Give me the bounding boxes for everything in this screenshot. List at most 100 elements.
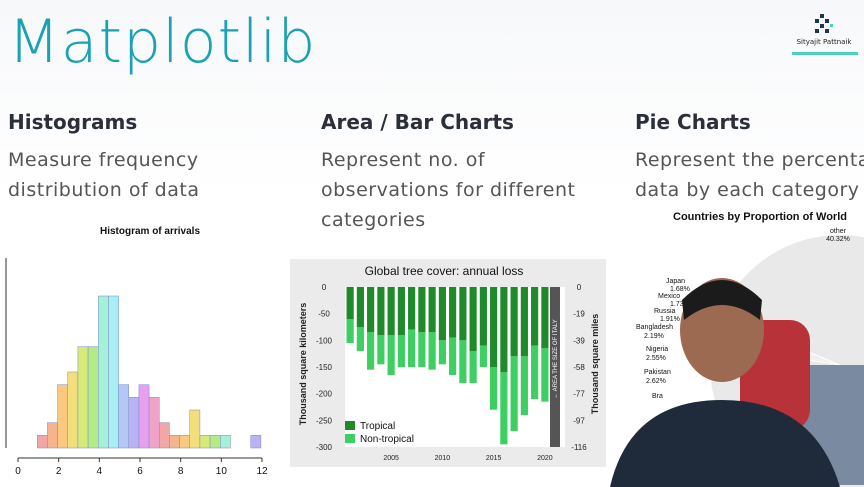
logo-underline [792, 52, 858, 55]
y-tick-label: -300 [316, 443, 333, 452]
bar-tropical [520, 287, 528, 357]
bar-nontropical [346, 319, 354, 343]
bar-tropical [500, 287, 508, 373]
hist-bar [98, 295, 109, 449]
y-axis-label: Thousand square kilometers [298, 303, 308, 426]
x-tick-label: 10 [216, 466, 228, 477]
bar-nontropical [428, 332, 436, 370]
histogram-chart: Histogram of arrivals 0 2 4 6 8 10 12 [5, 226, 268, 477]
bar-tropical [387, 287, 395, 335]
bar-nontropical [356, 327, 364, 351]
bar-nontropical [387, 335, 395, 375]
pie-heading: Pie Charts [635, 110, 751, 134]
legend-label-tropical: Tropical [360, 421, 395, 432]
hist-bar [209, 435, 221, 449]
desc-line: categories [321, 209, 426, 231]
bar-tropical [479, 287, 487, 346]
logo-dots-icon [815, 14, 833, 33]
bar-tropical [346, 287, 354, 319]
pie-pct-bangladesh: 2.19% [644, 333, 664, 340]
desc-line: Represent the percenta [635, 149, 864, 171]
bar-tropical [356, 287, 364, 327]
hist-bar [169, 435, 180, 449]
y-tick-label: 0 [322, 283, 327, 292]
slide-title: Matplotlib [8, 7, 317, 77]
bar-nontropical [520, 356, 528, 415]
pie-pct-nigeria: 2.55% [646, 355, 666, 362]
bar-nontropical [438, 340, 446, 365]
chart-title: Global tree cover: annual loss [365, 264, 524, 278]
pie-pct-japan: 1.68% [670, 286, 690, 293]
legend-label-nontropical: Non-tropical [360, 434, 414, 445]
y-tick-label: -250 [316, 416, 333, 425]
hist-bar [67, 371, 79, 449]
bar-nontropical [408, 329, 416, 367]
y2-tick-label: -116 [571, 443, 587, 452]
italy-annotation-bar [550, 287, 560, 447]
pie-description: Represent the percenta data by each cate… [635, 145, 864, 205]
hist-bar [47, 422, 58, 449]
x-tick-label: 12 [256, 466, 268, 477]
hist-bar [57, 384, 68, 449]
bar-tropical [408, 287, 416, 330]
area-bar-heading: Area / Bar Charts [321, 110, 514, 134]
bar-tropical [418, 287, 426, 333]
bar-nontropical [459, 340, 467, 383]
y-tick-label: -200 [316, 390, 333, 399]
bar-tropical [510, 287, 518, 357]
pie-pct-russia: 1.91% [660, 316, 680, 323]
y-tick-label: -100 [316, 336, 333, 345]
bar-nontropical [469, 351, 477, 383]
legend-swatch-nontropical [345, 434, 355, 443]
presenter-webcam [610, 278, 840, 487]
pie-label-nigeria: Nigeria [646, 346, 668, 353]
desc-line: observations for different [321, 179, 576, 201]
bar-nontropical [500, 372, 508, 445]
pie-label-mexico: Mexico [658, 293, 680, 300]
desc-line: Represent no. of [321, 149, 486, 171]
x-tick-label: 2 [56, 466, 62, 477]
pie-label-other: other [830, 228, 847, 235]
legend-swatch-tropical [345, 421, 355, 430]
bar-tropical [541, 287, 549, 349]
presenter-logo: Sityajit Pattnaik [792, 12, 858, 56]
x-tick-label: 2010 [435, 455, 451, 462]
bar-nontropical [531, 345, 539, 399]
bar-nontropical [418, 332, 426, 367]
x-tick-label: 2005 [383, 455, 399, 462]
bar-tropical [367, 287, 375, 333]
pie-label-brazil: Bra [652, 393, 663, 400]
bar-nontropical [490, 367, 498, 410]
pie-label-pakistan: Pakistan [644, 369, 671, 376]
hist-bar [138, 384, 150, 449]
hist-bar [199, 435, 211, 449]
desc-line: distribution of data [8, 179, 200, 201]
tree-cover-chart: Global tree cover: annual loss Thousand … [298, 264, 600, 462]
hist-bar [77, 346, 89, 449]
pie-pct-other: 40.32% [826, 236, 850, 243]
pie-pct-pakistan: 2.62% [646, 378, 666, 385]
x-tick-label: 8 [178, 466, 184, 477]
bar-tropical [428, 287, 436, 333]
y2-tick-label: -39 [573, 336, 585, 345]
y-tick-label: -150 [316, 363, 333, 372]
italy-annotation: ← AREA THE SIZE OF ITALY [553, 319, 559, 398]
bar-nontropical [367, 332, 375, 370]
hist-bar [118, 384, 130, 449]
hist-bar [37, 435, 48, 449]
hist-bar [108, 295, 119, 449]
presenter-hair [682, 280, 762, 320]
hist-bar [179, 435, 190, 449]
y2-tick-label: -19 [573, 310, 585, 319]
x-tick-label: 4 [97, 466, 103, 477]
hist-bar [250, 435, 262, 449]
bar-nontropical [479, 345, 487, 367]
area-bar-description: Represent no. of observations for differ… [321, 145, 575, 235]
histograms-description: Measure frequency distribution of data [8, 145, 199, 205]
y2-tick-label: -77 [573, 390, 585, 399]
bar-tropical [449, 287, 457, 338]
pie-label-bangladesh: Bangladesh [636, 324, 673, 331]
hist-bar [159, 422, 170, 449]
pie-label-japan: Japan [666, 278, 685, 285]
bar-nontropical [377, 335, 385, 365]
